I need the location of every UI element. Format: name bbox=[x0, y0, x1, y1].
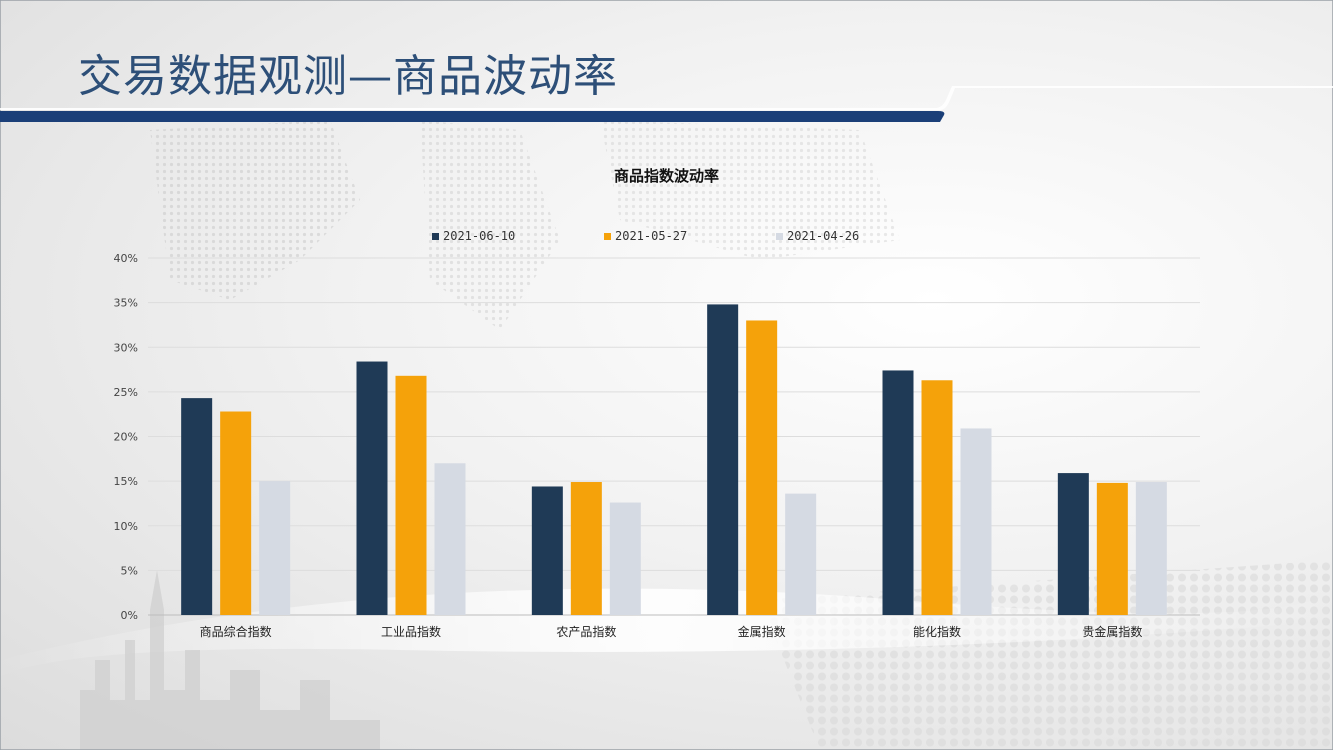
bar-series-3 bbox=[785, 493, 817, 615]
y-tick-label: 40% bbox=[114, 252, 138, 265]
bar-series-1 bbox=[356, 361, 388, 615]
bar-series-1 bbox=[882, 370, 914, 615]
bar-series-1 bbox=[181, 398, 213, 615]
y-tick-label: 25% bbox=[114, 386, 138, 399]
x-category-label: 农产品指数 bbox=[556, 624, 616, 639]
legend-swatch-series-1 bbox=[432, 232, 439, 240]
bar-series-2 bbox=[1096, 482, 1128, 615]
y-tick-label: 20% bbox=[114, 431, 138, 444]
header-band bbox=[0, 86, 1333, 122]
bar-series-3 bbox=[259, 481, 291, 615]
legend-label-series-2: 2021-05-27 bbox=[615, 229, 688, 243]
legend-label-series-3: 2021-04-26 bbox=[787, 229, 860, 243]
legend-swatch-series-2 bbox=[604, 232, 611, 240]
x-category-label: 金属指数 bbox=[738, 624, 786, 639]
legend-swatch-series-3 bbox=[776, 232, 783, 240]
bar-series-3 bbox=[434, 463, 466, 615]
bar-series-3 bbox=[1135, 482, 1167, 615]
legend-item-series-2: 2021-05-27 bbox=[604, 229, 687, 243]
bar-series-2 bbox=[395, 375, 427, 615]
bar-series-2 bbox=[746, 320, 778, 615]
x-category-label: 能化指数 bbox=[913, 624, 961, 639]
bar-series-2 bbox=[220, 411, 252, 615]
x-category-label: 工业品指数 bbox=[381, 624, 441, 639]
bar-series-1 bbox=[707, 304, 739, 615]
bar-series-3 bbox=[960, 428, 992, 615]
x-category-label: 贵金属指数 bbox=[1082, 624, 1142, 639]
y-tick-label: 30% bbox=[114, 341, 138, 354]
bar-series-2 bbox=[921, 380, 953, 615]
y-tick-label: 15% bbox=[114, 475, 138, 488]
bar-series-1 bbox=[531, 486, 563, 615]
bar-series-3 bbox=[609, 502, 641, 615]
bar-series-2 bbox=[570, 482, 602, 615]
y-tick-label: 35% bbox=[114, 297, 138, 310]
legend-item-series-1: 2021-06-10 bbox=[432, 229, 515, 243]
y-tick-label: 5% bbox=[121, 564, 138, 577]
bar-series-1 bbox=[1057, 473, 1089, 615]
chart-title: 商品指数波动率 bbox=[613, 167, 719, 185]
legend-item-series-3: 2021-04-26 bbox=[776, 229, 859, 243]
y-tick-label: 10% bbox=[114, 520, 138, 533]
legend-label-series-1: 2021-06-10 bbox=[443, 229, 516, 243]
x-category-label: 商品综合指数 bbox=[200, 624, 272, 639]
chart-legend: 2021-06-10 2021-05-27 2021-04-26 bbox=[0, 229, 1333, 245]
page-title: 交易数据观测—商品波动率 bbox=[78, 51, 618, 102]
y-tick-label: 0% bbox=[121, 609, 138, 622]
